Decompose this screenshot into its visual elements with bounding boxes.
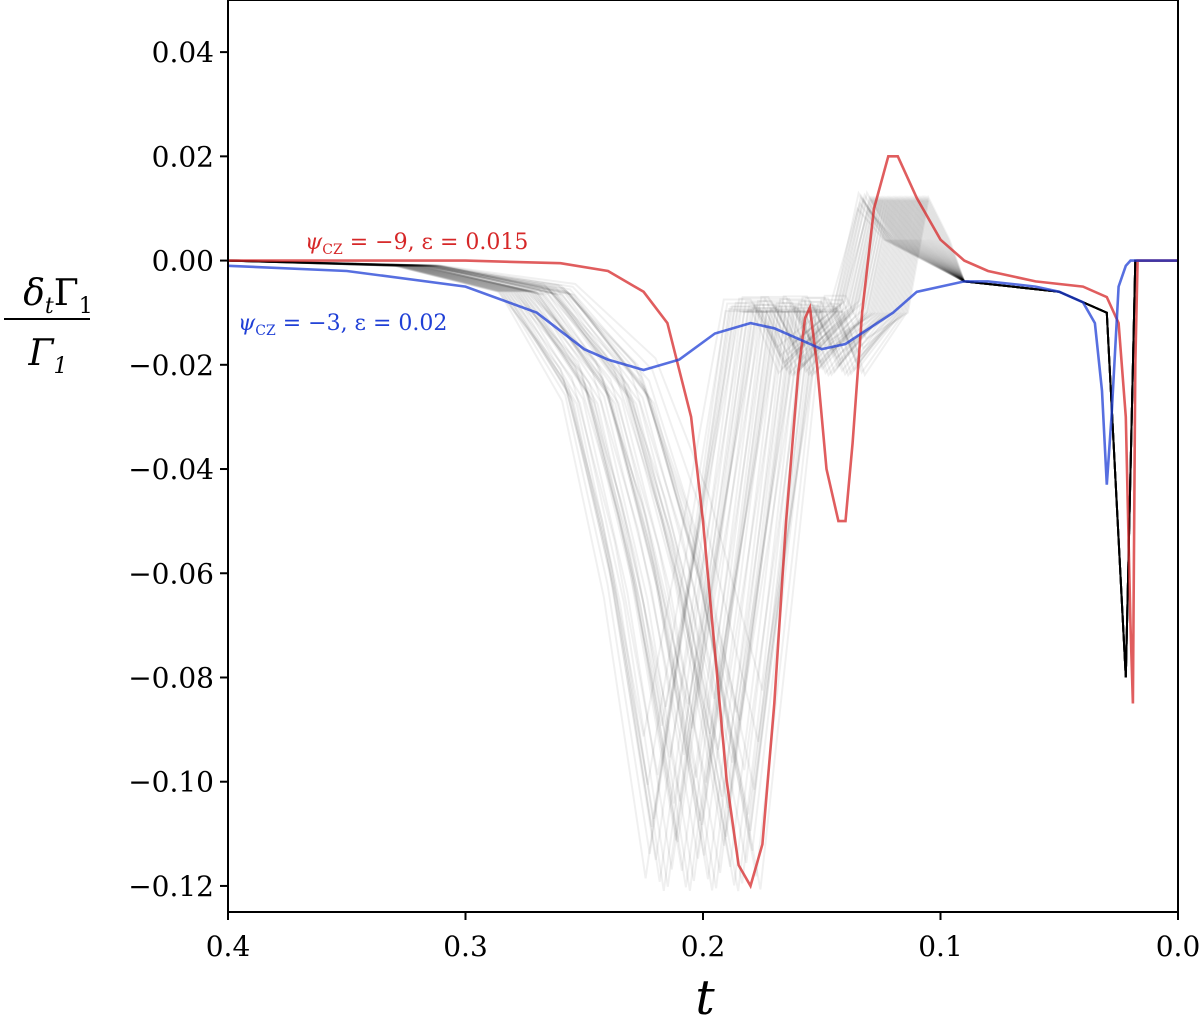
- ensemble-line: [227, 195, 1178, 880]
- x-tick-label: 0.2: [681, 930, 726, 963]
- ensemble-line: [227, 195, 1178, 822]
- ensemble-line: [227, 195, 1178, 891]
- y-tick-label: −0.12: [128, 870, 214, 903]
- ensemble-line: [227, 195, 1178, 891]
- ensemble-line: [227, 195, 1178, 868]
- ensemble-line: [227, 194, 1178, 743]
- ensemble-line: [227, 195, 1178, 837]
- ensemble-line: [227, 195, 1178, 892]
- ensemble-line: [227, 194, 1178, 790]
- ensemble-line: [227, 193, 1178, 855]
- ensemble-line: [227, 194, 1178, 877]
- annotation-red-curve: ψCZ = −9, ε = 0.015: [305, 230, 528, 258]
- blue-series-line: [227, 259, 1178, 485]
- ensemble-line: [227, 189, 1178, 882]
- ensemble-line: [227, 195, 1178, 874]
- y-tick-label: −0.04: [128, 453, 214, 486]
- y-tick-label: −0.06: [128, 557, 214, 590]
- x-tick-label: 0.1: [918, 930, 963, 963]
- ensemble-line: [227, 195, 1178, 887]
- ensemble-line: [227, 195, 1178, 889]
- ensemble-line: [227, 195, 1178, 846]
- ensemble-line: [227, 195, 1178, 886]
- ensemble-line: [227, 195, 1178, 705]
- x-tick-label: 0.0: [1156, 930, 1200, 963]
- ensemble-line: [227, 194, 1178, 771]
- x-tick-label: 0.4: [206, 930, 251, 963]
- ensemble-line: [227, 195, 1178, 735]
- ensemble-line: [227, 195, 1178, 708]
- ensemble-line: [227, 195, 1178, 797]
- y-tick-label: 0.02: [152, 140, 214, 173]
- ensemble-line: [227, 195, 1178, 882]
- ensemble-lines: [227, 189, 1178, 892]
- y-tick-label: −0.10: [128, 766, 214, 799]
- ensemble-line: [227, 196, 1178, 828]
- annotation-blue-curve: ψCZ = −3, ε = 0.02: [238, 311, 447, 339]
- x-tick-label: 0.3: [443, 930, 488, 963]
- y-axis-label-numerator: δtΓ1: [23, 273, 93, 319]
- ensemble-line: [227, 194, 1178, 721]
- ensemble-line: [227, 206, 1178, 737]
- ensemble-line: [227, 194, 1178, 691]
- series-lines: [227, 155, 1178, 890]
- ensemble-line: [227, 207, 1178, 727]
- ensemble-line: [227, 192, 1178, 861]
- y-tick-label: 0.04: [152, 36, 214, 69]
- x-axis-ticks: 0.4 0.3 0.2 0.1 0.0: [206, 912, 1200, 963]
- ensemble-line: [227, 201, 1178, 785]
- ensemble-line: [227, 195, 1178, 843]
- y-tick-label: 0.00: [152, 245, 214, 278]
- ensemble-line: [227, 195, 1178, 856]
- ensemble-line: [227, 195, 1178, 841]
- ensemble-line: [227, 194, 1178, 884]
- ensemble-line: [227, 195, 1178, 871]
- ensemble-line: [227, 195, 1178, 892]
- ensemble-line: [227, 194, 1178, 864]
- ensemble-line: [227, 195, 1178, 809]
- ensemble-line: [227, 194, 1178, 815]
- ensemble-line: [227, 195, 1178, 826]
- ensemble-line: [227, 194, 1178, 890]
- ensemble-line: [227, 195, 1178, 763]
- y-axis-label: δtΓ1 Γ1: [4, 273, 93, 379]
- ensemble-line: [227, 202, 1178, 776]
- x-axis-label: t: [695, 970, 715, 1026]
- ensemble-line: [227, 195, 1178, 802]
- ensemble-line: [227, 197, 1178, 819]
- y-axis-label-denominator: Γ1: [28, 333, 68, 379]
- ensemble-line: [227, 195, 1178, 758]
- ensemble-line: [227, 195, 1178, 756]
- ensemble-line: [227, 190, 1178, 879]
- y-tick-label: −0.08: [128, 661, 214, 694]
- ensemble-line: [227, 195, 1178, 888]
- y-tick-label: −0.02: [128, 349, 214, 382]
- ensemble-line: [227, 195, 1178, 699]
- ensemble-line: [227, 195, 1178, 783]
- y-axis-ticks: 0.04 0.02 0.00 −0.02 −0.04 −0.06 −0.08 −0.10 −0.…: [128, 36, 228, 903]
- red-series-line: [228, 155, 1178, 890]
- ensemble-line: [227, 195, 1178, 750]
